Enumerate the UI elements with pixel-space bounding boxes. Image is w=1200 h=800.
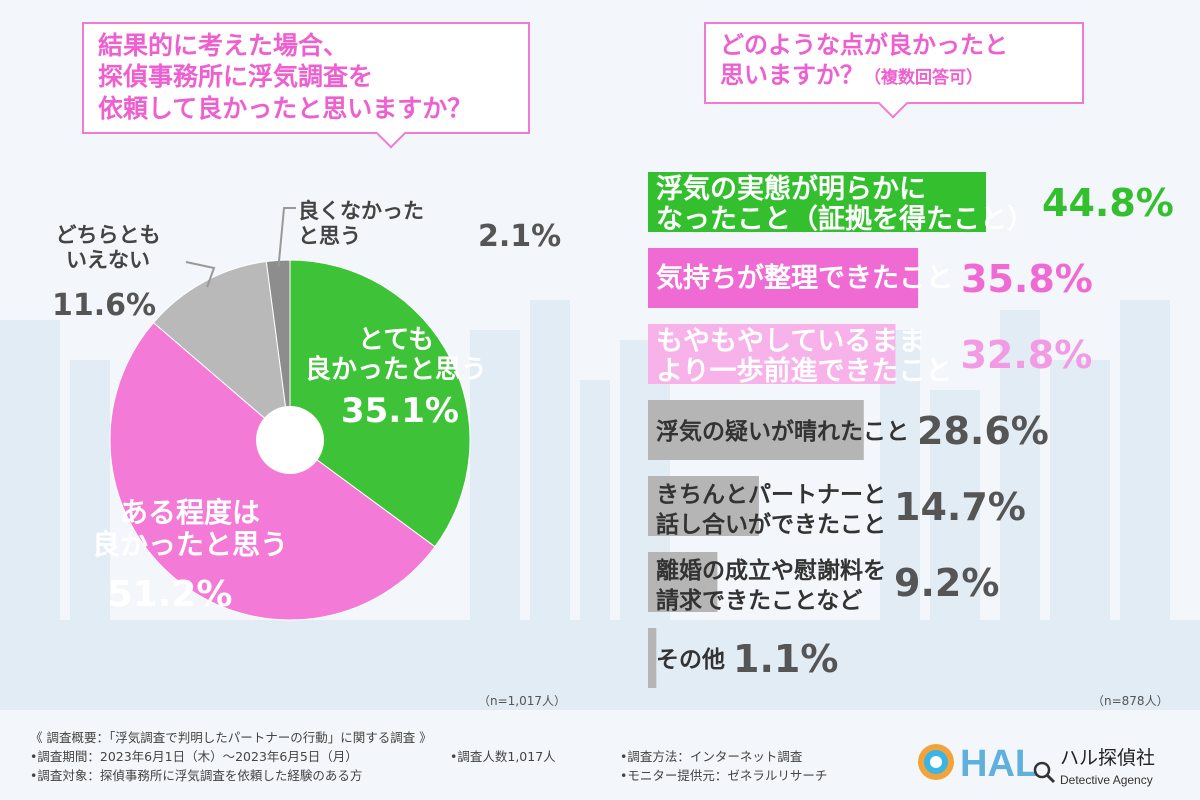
leader-line xyxy=(185,261,216,288)
right-question-note: （複数回答可） xyxy=(864,68,983,88)
logo-sub: Detective Agency xyxy=(1060,773,1153,787)
left-question-callout: 結果的に考えた場合、 探偵事務所に浮気調査を 依頼して良かったと思いますか？ xyxy=(82,22,530,149)
logo-letters: HAL xyxy=(960,743,1038,785)
bar-category-label: 話し合いができたこと xyxy=(656,511,886,538)
bar-category-label: より一歩前進できたこと xyxy=(656,355,952,387)
left-question-line1: 結果的に考えた場合、 xyxy=(98,31,349,60)
bar-category-label: もやもやしているまま xyxy=(656,326,925,357)
pie-slice-label: 良かったと思う xyxy=(305,354,487,385)
bar-category-label: 請求できたことなど xyxy=(656,587,862,614)
survey-overview: 《 調査概要：「浮気調査で判明したパートナーの行動」に関する調査 》 •調査期間… xyxy=(30,728,890,794)
pie-value-label: 11.6% xyxy=(52,288,156,323)
pie-value-label: 51.2% xyxy=(108,574,233,615)
hal-logo: HAL ハル探偵社 Detective Agency xyxy=(918,743,1155,787)
bar-category-label: 気持ちが整理できたこと xyxy=(656,262,953,294)
pie-slice-label: 良くなかった xyxy=(298,199,424,223)
bar-value-label: 14.7% xyxy=(894,485,1026,529)
pie-slice-label: どちらとも xyxy=(56,223,161,247)
left-question-line3: 依頼して良かったと思いますか？ xyxy=(98,93,473,123)
pie-slice xyxy=(152,261,291,442)
survey-monitor: •モニター提供元：ゼネラルリサーチ xyxy=(620,768,828,783)
bar-category-label: なったこと（証拠を得たこと） xyxy=(656,203,1034,235)
bar xyxy=(648,552,718,612)
survey-title: 《 調査概要：「浮気調査で判明したパートナーの行動」に関する調査 》 xyxy=(30,730,432,745)
bar-value-label: 28.6% xyxy=(917,409,1049,453)
bar-category-label: 浮気の実態が明らかに xyxy=(656,173,926,205)
right-question-callout: どのような点が良かったと 思いますか？（複数回答可） xyxy=(704,22,1084,119)
left-question-line2: 探偵事務所に浮気調査を xyxy=(98,62,374,92)
bar xyxy=(648,400,864,460)
bar-value-label: 32.8% xyxy=(960,333,1092,377)
callout-tail xyxy=(877,87,909,119)
bar xyxy=(648,324,896,384)
survey-period: •調査期間：2023年6月1日（木）〜2023年6月5日（月） xyxy=(30,749,358,764)
pie-slice xyxy=(109,321,436,621)
right-question-line2: 思いますか？ xyxy=(720,61,864,89)
pie-value-label: 2.1% xyxy=(478,219,561,254)
bar-category-label: その他 xyxy=(656,647,725,673)
bar-value-label: 35.8% xyxy=(961,257,1093,301)
left-sample-size: （n=1,017人） xyxy=(478,694,567,708)
pie-slice-label: いえない xyxy=(66,248,150,272)
bar-value-label: 1.1% xyxy=(733,637,838,681)
bar xyxy=(648,172,986,232)
survey-count: •調査人数1,017人 xyxy=(450,749,556,764)
bar-value-label: 9.2% xyxy=(894,561,999,605)
magnifier-icon xyxy=(1033,761,1051,779)
bar xyxy=(648,628,657,688)
pie-slice xyxy=(289,259,471,548)
pie-slice-label: 良かったと思う xyxy=(92,528,288,561)
bar-value-label: 44.8% xyxy=(1042,181,1174,225)
bar-category-label: 離婚の成立や慰謝料を xyxy=(656,557,886,584)
logo-name: ハル探偵社 xyxy=(1060,747,1155,769)
pie-slice-label: とても xyxy=(358,325,434,355)
leader-line xyxy=(277,207,296,267)
bar-category-label: きちんとパートナーと xyxy=(656,482,886,508)
right-sample-size: （n=878人） xyxy=(1092,694,1169,708)
pie-chart: とても良かったと思う35.1%ある程度は良かったと思う51.2%どちらともいえな… xyxy=(52,199,561,621)
pie-center-hole xyxy=(256,406,324,474)
pie-slice-label: ある程度は xyxy=(120,496,260,529)
right-question-line1: どのような点が良かったと xyxy=(720,31,1008,59)
pie-value-label: 35.1% xyxy=(341,391,459,431)
bar xyxy=(648,476,759,536)
survey-method: •調査方法：インターネット調査 xyxy=(620,749,803,764)
survey-target: •調査対象：探偵事務所に浮気調査を依頼した経験のある方 xyxy=(30,768,363,783)
bar-category-label: 浮気の疑いが晴れたこと xyxy=(656,418,909,445)
pie-slice-label: と思う xyxy=(298,224,361,248)
bar xyxy=(648,248,919,308)
